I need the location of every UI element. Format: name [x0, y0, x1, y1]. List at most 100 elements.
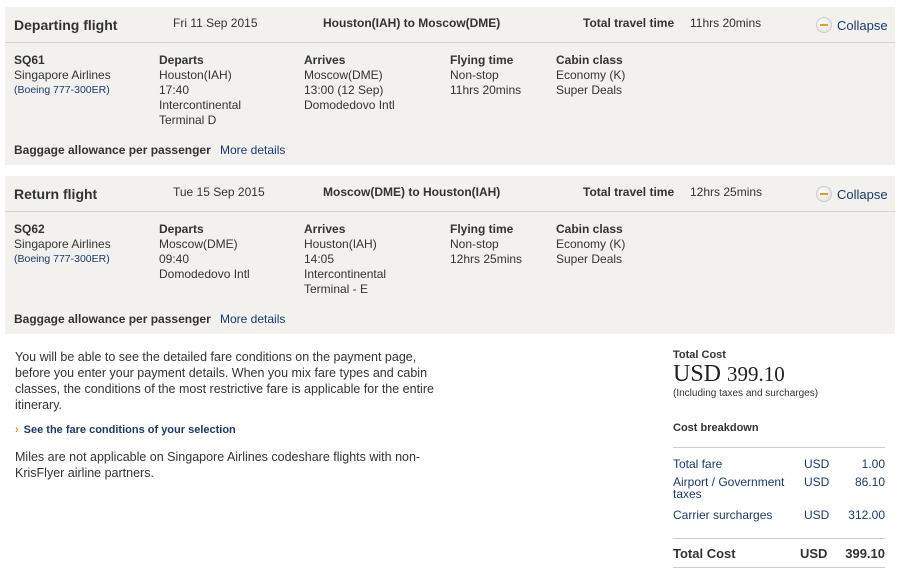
more-details-link[interactable]: More details [220, 312, 286, 326]
arrives-value: Houston(IAH) [304, 237, 377, 251]
cost-row-total-fare: Total fare USD 1.00 [673, 457, 885, 471]
flight-title: Departing flight [14, 17, 118, 33]
cost-row-label: Total Cost [673, 546, 736, 561]
airline: Singapore Airlines [14, 68, 111, 82]
flight-header: Departing flight Fri 11 Sep 2015 Houston… [5, 7, 895, 43]
flight-date: Tue 15 Sep 2015 [173, 185, 265, 199]
flight-info-column: SQ61 Singapore Airlines (Boeing 777-300E… [14, 53, 111, 98]
collapse-minus-icon [816, 17, 832, 33]
fare-conditions-link[interactable]: › See the fare conditions of your selecti… [15, 424, 236, 436]
cost-row-currency: USD [800, 546, 828, 561]
cabin-class-column: Cabin class Economy (K) Super Deals [556, 222, 625, 267]
flying-time-value: Non-stop [450, 68, 499, 82]
cost-row-surcharges: Carrier surcharges USD 312.00 [673, 508, 885, 522]
collapse-minus-icon [816, 186, 832, 202]
flight-route: Moscow(DME) to Houston(IAH) [323, 185, 501, 199]
collapse-button[interactable]: Collapse [816, 186, 888, 202]
arrives-value: Intercontinental [304, 267, 387, 281]
flying-time-label: Flying time [450, 53, 514, 67]
cabin-class-value: Economy (K) [556, 68, 626, 82]
divider [673, 567, 885, 568]
cost-row-currency: USD [804, 457, 830, 471]
flying-time-column: Flying time Non-stop 11hrs 20mins [450, 53, 521, 98]
cabin-class-column: Cabin class Economy (K) Super Deals [556, 53, 625, 98]
fare-conditions-link-label[interactable]: See the fare conditions of your selectio… [23, 424, 236, 436]
arrives-column: Arrives Houston(IAH) 14:05 Intercontinental… [304, 222, 386, 297]
arrives-value: Domodedovo Intl [304, 98, 395, 112]
baggage-label: Baggage allowance per passenger [14, 143, 211, 157]
cabin-class-value: Economy (K) [556, 237, 626, 251]
cost-row-amount: 312.00 [848, 508, 885, 522]
cost-row-amount: 1.00 [861, 457, 885, 471]
cost-row-currency: USD [804, 508, 830, 522]
collapse-label: Collapse [837, 17, 888, 33]
cost-row-currency: USD [804, 475, 830, 489]
more-details-link[interactable]: More details [220, 143, 286, 157]
departs-value: Houston(IAH) [159, 68, 232, 82]
departs-label: Departs [159, 53, 204, 67]
departs-value: Domodedovo Intl [159, 267, 250, 281]
flight-info-column: SQ62 Singapore Airlines (Boeing 777-300E… [14, 222, 111, 267]
flight-date: Fri 11 Sep 2015 [173, 16, 258, 30]
departs-column: Departs Houston(IAH) 17:40 Intercontinental… [159, 53, 241, 128]
total-cost-note: (Including taxes and surcharges) [673, 388, 819, 399]
cabin-class-label: Cabin class [556, 53, 623, 67]
aircraft-link[interactable]: (Boeing 777-300ER) [14, 84, 110, 96]
cost-breakdown-label: Cost breakdown [673, 422, 759, 434]
arrives-value: 14:05 [304, 252, 335, 266]
chevron-right-icon: › [15, 424, 19, 436]
total-travel-time-value: 12hrs 25mins [690, 185, 763, 199]
departs-value: Terminal D [159, 113, 217, 127]
fare-conditions-text: You will be able to see the detailed far… [15, 350, 434, 412]
departs-value: Intercontinental [159, 98, 242, 112]
total-cost-value: 399.10 [727, 362, 785, 386]
total-cost-amount: USD 399.10 [673, 361, 885, 388]
cost-row-label: Carrier surcharges [673, 508, 773, 522]
total-cost-label: Total Cost [673, 349, 726, 361]
arrives-label: Arrives [304, 222, 346, 236]
arrives-label: Arrives [304, 53, 346, 67]
collapse-label: Collapse [837, 186, 888, 202]
return-flight-panel: Return flight Tue 15 Sep 2015 Moscow(DME… [5, 176, 895, 334]
arrives-value: 13:00 (12 Sep) [304, 83, 384, 97]
flying-time-value: Non-stop [450, 237, 499, 251]
cost-row-label: Airport / Government taxes [673, 475, 785, 501]
total-cost-currency: USD [673, 361, 722, 387]
baggage-label: Baggage allowance per passenger [14, 312, 211, 326]
cost-row-total: Total Cost USD 399.10 [673, 546, 885, 561]
cost-row-taxes: Airport / Government taxes USD 86.10 [673, 476, 885, 500]
cost-row-label: Total fare [673, 457, 723, 471]
aircraft-link[interactable]: (Boeing 777-300ER) [14, 253, 110, 265]
total-travel-time-label: Total travel time [583, 16, 675, 30]
cost-row-amount: 86.10 [854, 475, 885, 489]
departing-flight-panel: Departing flight Fri 11 Sep 2015 Houston… [5, 7, 895, 165]
arrives-value: Terminal - E [304, 282, 369, 296]
departs-label: Departs [159, 222, 204, 236]
miles-note: Miles are not applicable on Singapore Ai… [15, 450, 421, 480]
flight-header: Return flight Tue 15 Sep 2015 Moscow(DME… [5, 176, 895, 212]
collapse-button[interactable]: Collapse [816, 17, 888, 33]
divider [673, 538, 885, 539]
flying-time-label: Flying time [450, 222, 514, 236]
total-travel-time-value: 11hrs 20mins [690, 16, 762, 30]
departs-value: 17:40 [159, 83, 190, 97]
flying-time-value: 12hrs 25mins [450, 252, 523, 266]
total-travel-time-label: Total travel time [583, 185, 675, 199]
flight-number: SQ61 [14, 53, 45, 67]
cabin-class-value: Super Deals [556, 252, 623, 266]
flying-time-column: Flying time Non-stop 12hrs 25mins [450, 222, 522, 267]
cost-row-amount: 399.10 [845, 546, 885, 561]
arrives-column: Arrives Moscow(DME) 13:00 (12 Sep) Domodedo… [304, 53, 395, 113]
departs-column: Departs Moscow(DME) 09:40 Domodedovo Intl [159, 222, 250, 282]
flight-route: Houston(IAH) to Moscow(DME) [323, 16, 501, 30]
flight-number: SQ62 [14, 222, 45, 236]
flying-time-value: 11hrs 20mins [450, 83, 522, 97]
arrives-value: Moscow(DME) [304, 68, 383, 82]
cabin-class-label: Cabin class [556, 222, 623, 236]
departs-value: 09:40 [159, 252, 190, 266]
departs-value: Moscow(DME) [159, 237, 238, 251]
divider [673, 447, 885, 448]
flight-title: Return flight [14, 186, 98, 202]
cabin-class-value: Super Deals [556, 83, 623, 97]
airline: Singapore Airlines [14, 237, 111, 251]
